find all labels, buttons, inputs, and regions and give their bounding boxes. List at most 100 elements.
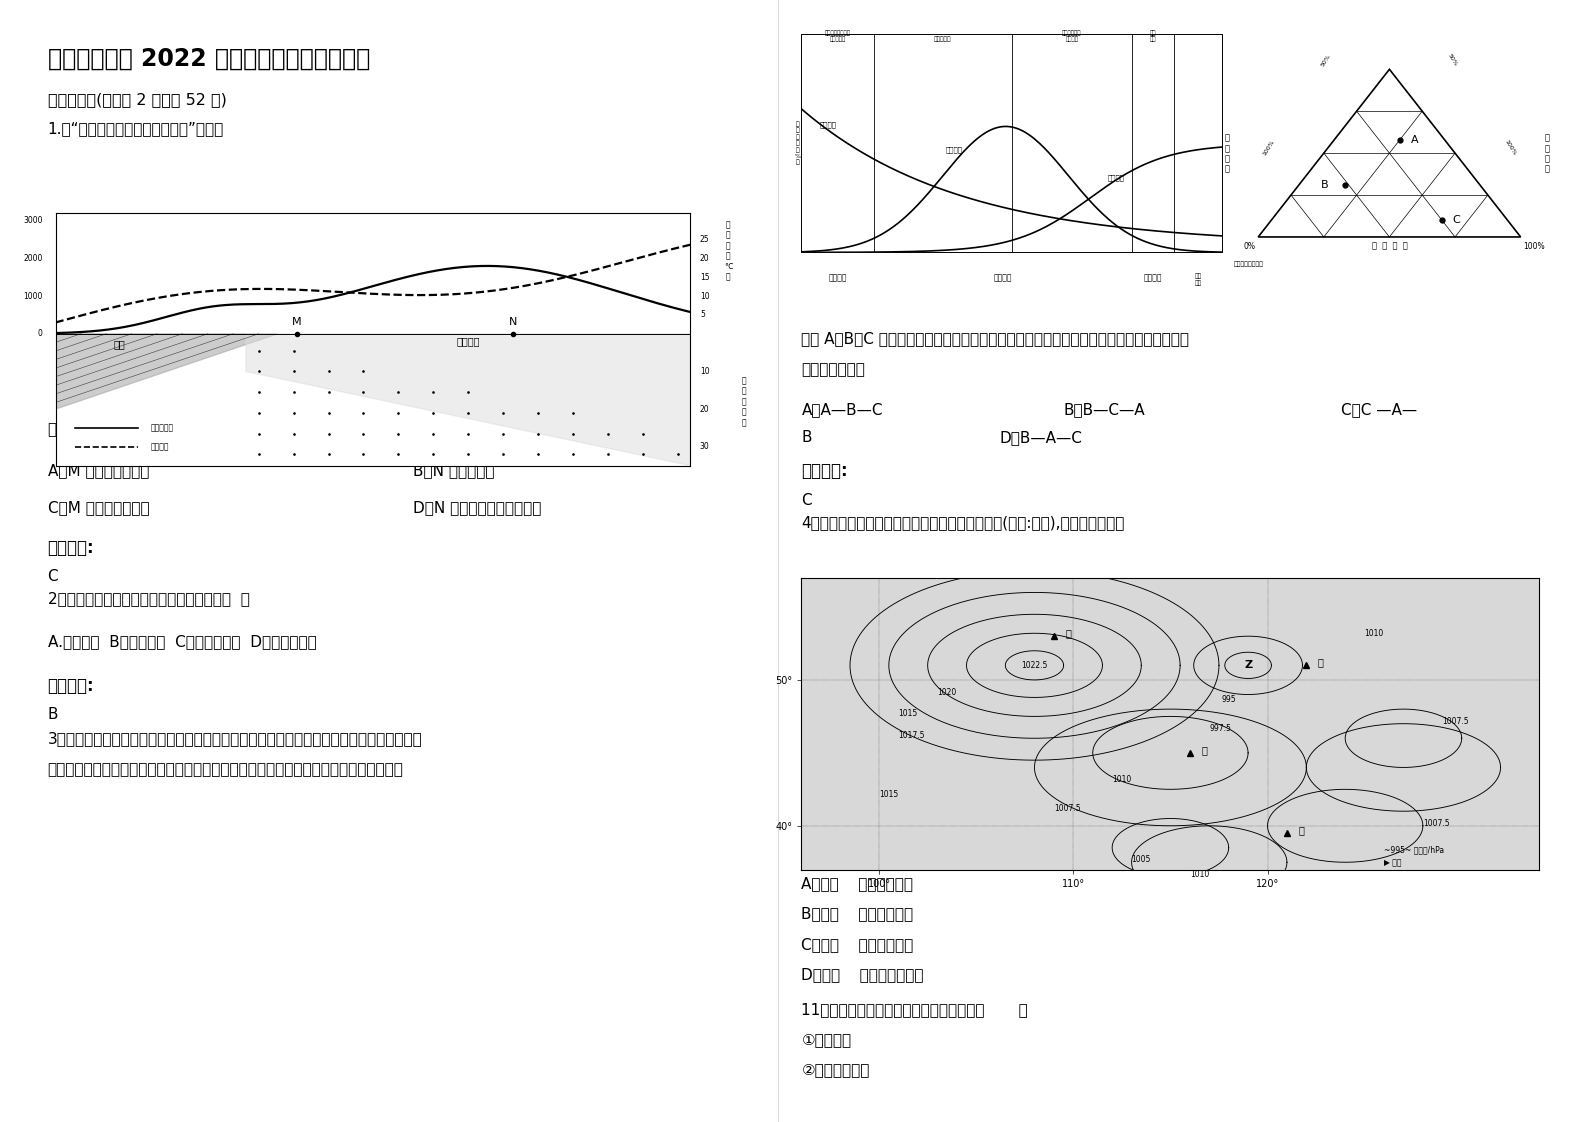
Text: 1010: 1010 [1112,775,1132,784]
Text: 1022.5: 1022.5 [1022,661,1047,670]
Text: B．风速    乙地小于丙地: B．风速 乙地小于丙地 [801,907,914,921]
Y-axis label: 产
业
比
重
（
%
）: 产 业 比 重 （ % ） [794,121,800,165]
Text: 时间（发展阶段）: 时间（发展阶段） [1235,261,1263,267]
Text: 丙: 丙 [1201,745,1208,755]
Text: 100%: 100% [1524,241,1544,250]
Text: 5: 5 [700,311,705,320]
Text: 第
三
产
业: 第 三 产 业 [1544,134,1549,174]
Text: 100%: 100% [1503,139,1517,157]
Text: C: C [801,493,813,507]
Text: ▶ 湖泊: ▶ 湖泊 [1384,858,1401,867]
Text: 1010: 1010 [1190,870,1209,879]
Text: ①大风预警: ①大风预警 [801,1032,852,1047]
Text: 2．下列渔场中，不是寒暖流交汇形成的是（  ）: 2．下列渔场中，不是寒暖流交汇形成的是（ ） [48,591,249,606]
Text: 10．图示时刻（       ）: 10．图示时刻（ ） [801,844,919,858]
Text: 第一产业: 第一产业 [819,121,836,128]
Text: 参考答案:: 参考答案: [801,462,847,480]
Text: 转型
阶段: 转型 阶段 [1149,30,1157,43]
Text: 甲: 甲 [1065,628,1071,638]
Text: 3．区域的发展一般可分为三个阶段：初期阶段、成长阶段和衰落阶段。初期阶段主要表现为: 3．区域的发展一般可分为三个阶段：初期阶段、成长阶段和衰落阶段。初期阶段主要表现… [48,732,422,746]
Text: D．N 地土地次生盐碱化严重: D．N 地土地次生盐碱化严重 [413,500,541,515]
Text: C．气温    丙地高于甲地: C．气温 丙地高于甲地 [801,937,914,951]
Text: A: A [1411,135,1419,145]
Text: ~995~ 等压线/hPa: ~995~ 等压线/hPa [1384,845,1444,854]
Text: 确的顺序应该是: 确的顺序应该是 [801,362,865,377]
Text: 15: 15 [700,273,709,282]
Text: 0%: 0% [1244,241,1255,250]
Text: 2000: 2000 [24,254,43,263]
Text: 20: 20 [700,254,709,263]
Text: A.北海渔场  B．秘鲁渔场  C．纽芬兰渔场  D．北海道渔场: A.北海渔场 B．秘鲁渔场 C．纽芬兰渔场 D．北海道渔场 [48,634,316,649]
Text: 深
度
（
米
）: 深 度 （ 米 ） [743,376,746,426]
Text: 以传统农业为主体，成长阶段可分工业化阶段和高效益的综合发展阶段。结合下图，回答: 以传统农业为主体，成长阶段可分工业化阶段和高效益的综合发展阶段。结合下图，回答 [48,762,403,776]
Text: 995: 995 [1222,695,1236,703]
Text: 1007.5: 1007.5 [1054,804,1081,813]
Text: 工业化阶段: 工业化阶段 [933,37,951,43]
Text: 高效益的综合
发展阶段: 高效益的综合 发展阶段 [1062,30,1082,43]
Text: B．N 地土壤肥沃: B．N 地土壤肥沃 [413,463,494,478]
Text: B: B [1320,180,1328,190]
Text: 成长阶段: 成长阶段 [993,274,1013,283]
Text: 图中 A、B、C 各点分别代表区域发展不同时期产业结构特征。从区域发展的过程来看，其正: 图中 A、B、C 各点分别代表区域发展不同时期产业结构特征。从区域发展的过程来看… [801,331,1189,346]
Text: 参考答案:: 参考答案: [48,539,94,557]
Text: D．B—A—C: D．B—A—C [1000,430,1082,444]
Text: B: B [801,430,813,444]
Text: C．M 地气温日较差大: C．M 地气温日较差大 [48,500,149,515]
Text: A．A—B—C: A．A—B—C [801,402,882,416]
Text: 1020: 1020 [938,688,957,697]
Text: 4．读春季某时刻亚洲部分地区海平面气压分布图(单位:百帕),完成下面小题。: 4．读春季某时刻亚洲部分地区海平面气压分布图(单位:百帕),完成下面小题。 [801,515,1125,530]
Text: 第二产业: 第二产业 [946,146,963,153]
Text: 1000: 1000 [24,292,43,301]
Text: 风化岩石: 风化岩石 [457,337,479,347]
Text: ②森林火灾预警: ②森林火灾预警 [801,1063,870,1077]
Text: A．M 地水土流失严重: A．M 地水土流失严重 [48,463,149,478]
Text: 1007.5: 1007.5 [1443,717,1470,726]
Text: 50%: 50% [1320,53,1331,67]
Text: 第  一  产  业: 第 一 产 业 [1371,241,1408,250]
Text: 一、选择题(每小题 2 分，共 52 分): 一、选择题(每小题 2 分，共 52 分) [48,92,227,107]
Text: 10: 10 [700,367,709,376]
Text: C: C [48,569,59,583]
Text: 1017.5: 1017.5 [898,732,925,741]
Text: 基岩: 基岩 [113,339,125,349]
Text: 20: 20 [700,405,709,414]
Text: 997.5: 997.5 [1209,724,1232,733]
Text: 30: 30 [700,442,709,451]
Text: B．B—C—A: B．B—C—A [1063,402,1144,416]
Text: 10: 10 [700,292,709,301]
Text: 衰落阶段: 衰落阶段 [1144,274,1162,283]
Text: 1.读“岩石风化与气候关系示意图”，回答: 1.读“岩石风化与气候关系示意图”，回答 [48,121,224,136]
Text: 1010: 1010 [1365,629,1384,638]
Text: 0: 0 [38,329,43,338]
Text: 一年均温: 一年均温 [151,442,170,451]
Text: 年
均
温
（
℃
）: 年 均 温 （ ℃ ） [724,220,733,282]
Text: 丁: 丁 [1298,825,1305,835]
Text: 11．未来两天，丙地气象部门最可能发布（       ）: 11．未来两天，丙地气象部门最可能发布（ ） [801,1002,1028,1017]
Text: 以传统农业为主体
的发展阶段: 以传统农业为主体 的发展阶段 [825,30,851,43]
Text: 25: 25 [700,234,709,245]
Text: 再生
阶段: 再生 阶段 [1195,274,1201,286]
Text: Z: Z [1244,661,1252,670]
Text: 第
二
产
业: 第 二 产 业 [1224,134,1230,174]
Text: 乙: 乙 [1317,657,1324,668]
Text: 100%: 100% [1262,139,1276,157]
Polygon shape [246,333,690,466]
Text: 1005: 1005 [1132,855,1151,864]
Text: A．气压    甲地低于丁地: A．气压 甲地低于丁地 [801,876,914,891]
Text: 参考答案:: 参考答案: [48,677,94,695]
Text: N: N [508,318,517,327]
Text: B: B [48,707,59,721]
Text: 初期阶段: 初期阶段 [828,274,847,283]
Text: 1007.5: 1007.5 [1424,819,1449,828]
Text: 1015: 1015 [898,709,917,718]
Text: 50%: 50% [1447,53,1458,67]
Text: 1015: 1015 [879,790,898,799]
Polygon shape [56,333,278,410]
Text: 第三产业: 第三产业 [1108,174,1125,181]
Text: D．风向    丁地与乙地相同: D．风向 丁地与乙地相同 [801,967,924,982]
Text: 3000: 3000 [24,217,43,226]
Text: M: M [292,318,302,327]
Text: C．C —A—: C．C —A— [1341,402,1417,416]
Text: 一年降水量: 一年降水量 [151,423,175,432]
Text: 关于 M、N 两地叙述正确的是: 关于 M、N 两地叙述正确的是 [48,421,183,435]
